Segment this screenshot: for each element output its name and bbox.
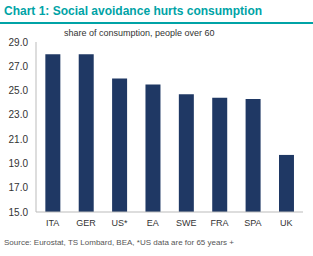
html-text:Chart 1: Social avoidance hurt: Chart 1: Social avoidance hurts consumpt… <box>4 4 262 18</box>
svg-text:27.0: 27.0 <box>9 61 29 72</box>
svg-text:21.0: 21.0 <box>9 134 29 145</box>
svg-text:FRA: FRA <box>211 218 229 228</box>
svg-text:15.0: 15.0 <box>9 207 29 218</box>
svg-text:GER: GER <box>76 218 96 228</box>
html-text:share of consumption, people o: share of consumption, people over 60 <box>64 28 215 38</box>
svg-text:EA: EA <box>147 218 159 228</box>
svg-text:25.0: 25.0 <box>9 85 29 96</box>
svg-text:SPA: SPA <box>244 218 261 228</box>
html-text:Source: Eurostat, TS Lombard,: Source: Eurostat, TS Lombard, BEA, *US d… <box>4 238 234 247</box>
svg-text:SWE: SWE <box>176 218 197 228</box>
svg-text:23.0: 23.0 <box>9 109 29 120</box>
svg-text:ITA: ITA <box>46 218 59 228</box>
svg-text:17.0: 17.0 <box>9 182 29 193</box>
svg-text:19.0: 19.0 <box>9 158 29 169</box>
svg-text:UK: UK <box>280 218 293 228</box>
svg-text:US*: US* <box>111 218 128 228</box>
svg-text:29.0: 29.0 <box>9 37 29 48</box>
